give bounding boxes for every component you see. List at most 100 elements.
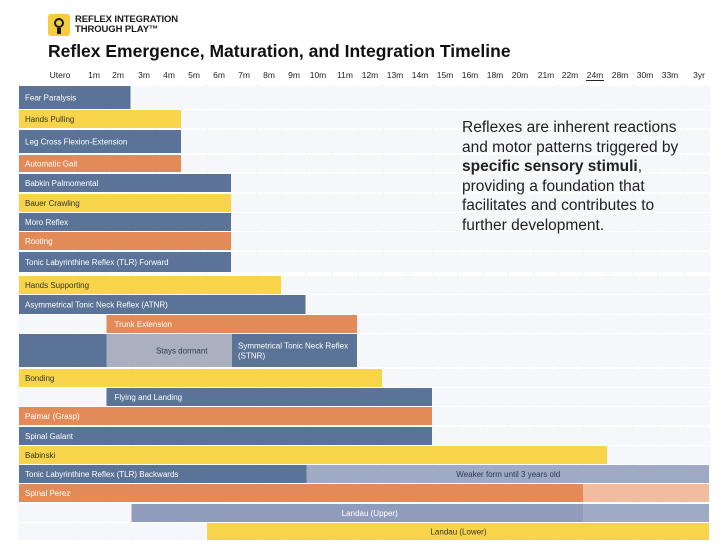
bar-spinal-galant xyxy=(19,427,432,445)
bar-stays-dormant xyxy=(106,334,256,367)
bar-bauer-crawling xyxy=(19,194,231,212)
tick-label-33m: 33m xyxy=(662,70,679,80)
bar-babinski xyxy=(19,446,607,464)
row-background xyxy=(19,130,710,153)
row-background xyxy=(19,110,710,128)
tick-label-6m: 6m xyxy=(213,70,225,80)
bar-landau-upper xyxy=(131,504,607,522)
brand-line-2: THROUGH PLAY™ xyxy=(75,24,159,35)
bar-label: Leg Cross Flexion-Extension xyxy=(25,138,127,147)
bar-leg-cross-flexion-extension xyxy=(19,130,181,153)
bar-label-line: (STNR) xyxy=(238,351,265,360)
tick-label-24m: 24m xyxy=(587,70,604,80)
bar-label: Babinski xyxy=(25,451,55,460)
bar-label: Hands Pulling xyxy=(25,115,74,124)
bar-label-line: Palmar (Grasp) xyxy=(25,412,80,421)
bar-label-line: Tonic Labyrinthine Reflex (TLR) Forward xyxy=(25,258,169,267)
bar-label-line: Trunk Extension xyxy=(115,320,173,329)
description-pre: Reflexes are inherent reactions and moto… xyxy=(462,119,679,156)
bar-fear-paralysis xyxy=(19,86,131,109)
tick-label-22m: 22m xyxy=(562,70,579,80)
description-post: , providing a foundation that facilitate… xyxy=(462,158,655,234)
bar-label-line: Landau (Upper) xyxy=(342,509,398,518)
tick-label-28m: 28m xyxy=(612,70,629,80)
bar-label: Spinal Galant xyxy=(25,432,74,441)
bar-rooting xyxy=(19,232,231,250)
row-background xyxy=(19,86,710,109)
bar-label-line: Babkin Palmomental xyxy=(25,179,99,188)
tick-label-5m: 5m xyxy=(188,70,200,80)
bar-label-line: Bonding xyxy=(25,374,54,383)
description-bold: specific sensory stimuli xyxy=(462,158,638,176)
tick-label-21m: 21m xyxy=(538,70,555,80)
bar-bonding xyxy=(19,369,382,387)
bar-segment xyxy=(583,484,709,502)
bar-spinal-perez xyxy=(19,484,607,502)
bar-label: Spinal Perez xyxy=(25,489,70,498)
bar-weaker-form-until-3-years-old xyxy=(306,465,709,483)
bar-label-line: Landau (Lower) xyxy=(430,528,486,537)
tick-label-18m: 18m xyxy=(487,70,504,80)
bar-label: Symmetrical Tonic Neck Reflex (STNR) xyxy=(238,342,348,361)
bar-label: Asymmetrical Tonic Neck Reflex (ATNR) xyxy=(25,301,168,310)
tick-label-7m: 7m xyxy=(238,70,250,80)
tick-label-30m: 30m xyxy=(637,70,654,80)
row-background xyxy=(19,155,710,172)
bar-automatic-gait xyxy=(19,155,181,172)
bar-label-line: Fear Paralysis xyxy=(25,94,76,103)
bar-label-line: Asymmetrical Tonic Neck Reflex (ATNR) xyxy=(25,301,168,310)
bar-label: Weaker form until 3 years old xyxy=(456,470,560,479)
bar-label: Fear Paralysis xyxy=(25,94,76,103)
bar-label-line: Weaker form until 3 years old xyxy=(456,470,560,479)
tick-label-10m: 10m xyxy=(310,70,327,80)
bar-label: Babkin Palmomental xyxy=(25,179,99,188)
bar-label-line: Bauer Crawling xyxy=(25,199,80,208)
tick-label-3yr: 3yr xyxy=(693,70,705,80)
bar-label: Flying and Landing xyxy=(115,393,183,402)
bar-moro-reflex xyxy=(19,213,231,231)
bar-label-line: Flying and Landing xyxy=(115,393,183,402)
tick-label-13m: 13m xyxy=(387,70,404,80)
tick-label-3m: 3m xyxy=(138,70,150,80)
tick-label-16m: 16m xyxy=(462,70,479,80)
brand-logo: REFLEX INTEGRATION THROUGH PLAY™ xyxy=(48,13,178,37)
brand-logo-icon xyxy=(48,14,70,36)
bar-label-line: Hands Supporting xyxy=(25,281,89,290)
bar-label-line: Automatic Gait xyxy=(25,160,78,169)
bar-asymmetrical-tonic-neck-reflex-atnr xyxy=(19,295,306,314)
bar-symmetrical-tonic-neck-reflex-stnr xyxy=(232,334,357,367)
bar-label: Landau (Lower) xyxy=(430,528,486,537)
tick-label-15m: 15m xyxy=(437,70,454,80)
bar-flying-and-landing xyxy=(106,388,432,406)
tick-label-4m: 4m xyxy=(163,70,175,80)
tick-label-12m: 12m xyxy=(362,70,379,80)
bar-label: Landau (Upper) xyxy=(342,509,398,518)
tick-label-2m: 2m xyxy=(112,70,124,80)
bar-hands-pulling xyxy=(19,110,181,128)
tick-label-9m: 9m xyxy=(288,70,300,80)
tick-label-utero: Utero xyxy=(50,70,71,80)
bar-label-line: Spinal Galant xyxy=(25,432,74,441)
bar-label-line: Spinal Perez xyxy=(25,489,70,498)
bar-label: Stays dormant xyxy=(156,347,208,356)
description-text: Reflexes are inherent reactions and moto… xyxy=(462,118,692,236)
bar-label-line: Rooting xyxy=(25,237,53,246)
tick-label-8m: 8m xyxy=(263,70,275,80)
bar-label-line: Hands Pulling xyxy=(25,115,74,124)
bar-label-line: Tonic Labyrinthine Reflex (TLR) Backward… xyxy=(25,470,178,479)
bar-label: Rooting xyxy=(25,237,53,246)
bar-tonic-labyrinthine-reflex-tlr-backwards xyxy=(19,465,331,483)
bar-label-line: Babinski xyxy=(25,451,55,460)
bar-label: Bauer Crawling xyxy=(25,199,80,208)
bar-hands-supporting xyxy=(19,276,281,294)
bar-label: Trunk Extension xyxy=(115,320,173,329)
brand-logo-text: REFLEX INTEGRATION THROUGH PLAY™ xyxy=(75,15,178,35)
bar-label: Palmar (Grasp) xyxy=(25,412,80,421)
tick-label-14m: 14m xyxy=(412,70,429,80)
bar-label: Automatic Gait xyxy=(25,160,78,169)
tick-label-1m: 1m xyxy=(88,70,100,80)
bar-label: Moro Reflex xyxy=(25,218,68,227)
bar-trunk-extension xyxy=(106,315,357,333)
bar-label: Bonding xyxy=(25,374,54,383)
